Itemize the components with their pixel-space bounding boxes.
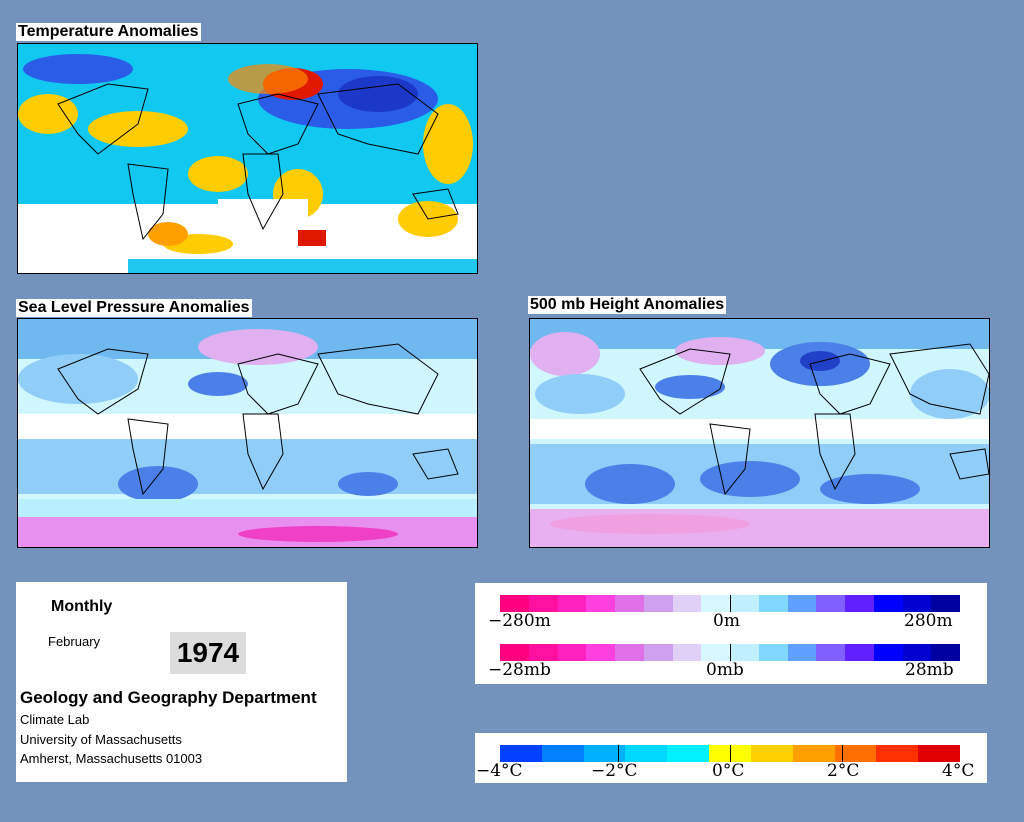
colorbar-swatch xyxy=(873,595,903,612)
height-zero-tick xyxy=(730,595,731,612)
temperature-tick-2 xyxy=(730,745,731,762)
colorbar-swatch xyxy=(643,595,673,612)
pressure-max-label: 28mb xyxy=(905,660,954,680)
temperature-colorbar xyxy=(500,745,960,762)
colorbar-swatch xyxy=(500,745,542,762)
height-map xyxy=(529,318,990,548)
colorbar-swatch xyxy=(667,745,710,762)
colorbar-swatch xyxy=(787,595,817,612)
colorbar-swatch xyxy=(625,745,668,762)
colorbar-swatch xyxy=(709,745,751,762)
colorbar-swatch xyxy=(750,745,793,762)
colorbar-swatch xyxy=(834,745,877,762)
colorbar-swatch xyxy=(557,595,587,612)
colorbar-swatch xyxy=(902,595,932,612)
colorbar-swatch xyxy=(816,595,845,612)
colorbar-swatch xyxy=(918,745,960,762)
colorbar-swatch xyxy=(615,644,644,661)
colorbar-swatch xyxy=(586,644,615,661)
colorbar-swatch xyxy=(528,595,558,612)
colorbar-swatch xyxy=(586,595,615,612)
pressure-min-label: −28mb xyxy=(488,660,551,680)
colorbar-swatch xyxy=(701,644,730,661)
colorbar-swatch xyxy=(845,644,874,661)
colorbar-swatch xyxy=(792,745,835,762)
colorbar-swatch xyxy=(672,644,702,661)
colorbar-swatch xyxy=(615,595,644,612)
university-label: University of Massachusetts xyxy=(20,732,182,747)
colorbar-swatch xyxy=(758,595,788,612)
temperature-tick-1 xyxy=(618,745,619,762)
department-label: Geology and Geography Department xyxy=(20,688,317,707)
month-label: February xyxy=(48,634,101,649)
colorbar-swatch xyxy=(672,595,702,612)
colorbar-swatch xyxy=(730,644,759,661)
temperature-tick-3 xyxy=(842,745,843,762)
temp-label-minus4: −4°C xyxy=(476,761,523,781)
slp-map xyxy=(17,318,478,548)
colorbar-swatch xyxy=(541,745,584,762)
colorbar-swatch xyxy=(557,644,587,661)
slp-map-graphic xyxy=(18,319,477,547)
address-label: Amherst, Massachusetts 01003 xyxy=(20,751,203,766)
colorbar-swatch xyxy=(730,595,759,612)
colorbar-swatch xyxy=(931,644,960,661)
height-colorbar xyxy=(500,595,960,612)
year-label: 1974 xyxy=(170,632,246,674)
colorbar-swatch xyxy=(643,644,673,661)
colorbar-swatch xyxy=(528,644,558,661)
pressure-zero-tick xyxy=(730,644,731,661)
colorbar-swatch xyxy=(583,745,626,762)
temperature-map xyxy=(17,43,478,274)
height-min-label: −280m xyxy=(488,611,551,631)
height-max-label: 280m xyxy=(904,611,953,631)
period-label: Monthly xyxy=(51,598,113,615)
temp-label-minus2: −2°C xyxy=(591,761,638,781)
temperature-title: Temperature Anomalies xyxy=(16,23,201,41)
colorbar-swatch xyxy=(845,595,874,612)
colorbar-swatch xyxy=(816,644,845,661)
colorbar-swatch xyxy=(701,595,730,612)
colorbar-swatch xyxy=(787,644,817,661)
colorbar-swatch xyxy=(500,644,529,661)
height-title: 500 mb Height Anomalies xyxy=(528,296,727,314)
colorbar-swatch xyxy=(873,644,903,661)
height-mid-label: 0m xyxy=(713,611,740,631)
slp-title: Sea Level Pressure Anomalies xyxy=(16,299,252,317)
temp-label-0: 0°C xyxy=(712,761,745,781)
colorbar-swatch xyxy=(902,644,932,661)
pressure-colorbar xyxy=(500,644,960,661)
lab-label: Climate Lab xyxy=(20,712,90,727)
colorbar-swatch xyxy=(931,595,960,612)
temperature-legend: −4°C −2°C 0°C 2°C 4°C xyxy=(475,733,987,783)
height-pressure-legend: −280m 0m 280m −28mb 0mb 28mb xyxy=(475,583,987,684)
pressure-mid-label: 0mb xyxy=(706,660,744,680)
temperature-map-graphic xyxy=(18,44,477,273)
temp-label-4: 4°C xyxy=(942,761,975,781)
height-map-graphic xyxy=(530,319,989,547)
temp-label-2: 2°C xyxy=(827,761,860,781)
info-box: Monthly February 1974 Geology and Geogra… xyxy=(16,582,347,782)
colorbar-swatch xyxy=(500,595,529,612)
colorbar-swatch xyxy=(876,745,919,762)
colorbar-swatch xyxy=(758,644,788,661)
